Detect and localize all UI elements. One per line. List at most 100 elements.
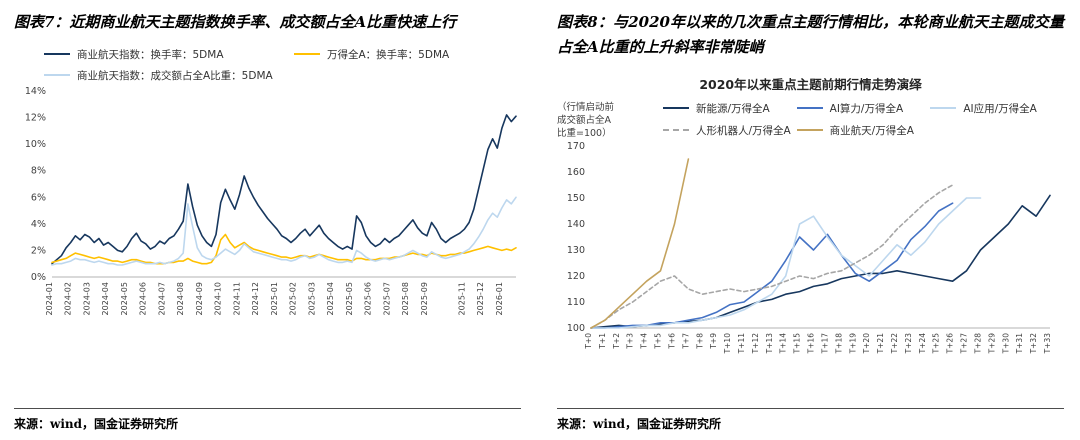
legend-line-swatch bbox=[663, 107, 689, 109]
legend-item-3: AI应用/万得全A bbox=[930, 101, 1064, 116]
svg-text:T+14: T+14 bbox=[779, 333, 788, 355]
legend-label: 新能源/万得全A bbox=[696, 102, 770, 115]
svg-text:T+10: T+10 bbox=[723, 333, 732, 355]
svg-text:T+19: T+19 bbox=[848, 333, 857, 355]
figure7-chart: 0% 2% 4% 6% 8% 10% 12% 14% 2024-01 2024-02 2024-03… bbox=[25, 86, 517, 315]
legend-item-5: 商业航天/万得全A bbox=[796, 123, 931, 138]
svg-text:2024-04: 2024-04 bbox=[101, 282, 110, 315]
svg-text:T+6: T+6 bbox=[667, 333, 676, 350]
figure7-heading: 图表7：近期商业航天主题指数换手率、成交额占全A比重快速上行 bbox=[14, 13, 457, 31]
svg-text:T+11: T+11 bbox=[737, 333, 746, 355]
figure8-legend-wrap: （行情启动前 成交额占全A 比重=100） 新能源/万得全A AI算力/万得全A A… bbox=[557, 101, 1064, 141]
svg-text:T+12: T+12 bbox=[751, 333, 760, 355]
svg-text:2024-11: 2024-11 bbox=[232, 282, 241, 315]
figure8-source: 来源：wind，国金证券研究所 bbox=[557, 408, 1064, 432]
figure8-heading: 图表8：与2020年以来的几次重点主题行情相比，本轮商业航天主题成交量占全A比重… bbox=[557, 13, 1064, 56]
svg-text:T+13: T+13 bbox=[765, 333, 774, 355]
svg-text:2024-09: 2024-09 bbox=[195, 282, 204, 315]
svg-text:6%: 6% bbox=[31, 192, 46, 203]
svg-text:2025-03: 2025-03 bbox=[307, 282, 316, 315]
legend-label: 商业航天/万得全A bbox=[829, 124, 914, 137]
legend-item-3: 商业航天指数：成交额占全A比重：5DMA bbox=[44, 68, 294, 83]
svg-text:8%: 8% bbox=[31, 165, 46, 176]
legend-item-2: AI算力/万得全A bbox=[796, 101, 931, 116]
legend-label: 万得全A：换手率：5DMA bbox=[327, 48, 450, 61]
svg-text:T+8: T+8 bbox=[695, 333, 704, 350]
svg-text:T+17: T+17 bbox=[820, 333, 829, 355]
legend-item-1: 新能源/万得全A bbox=[663, 101, 797, 116]
svg-text:T+30: T+30 bbox=[1001, 333, 1010, 355]
svg-text:130: 130 bbox=[567, 245, 585, 256]
svg-text:2025-08: 2025-08 bbox=[401, 282, 410, 315]
svg-text:100: 100 bbox=[567, 323, 585, 334]
svg-text:0%: 0% bbox=[31, 272, 46, 283]
svg-text:2025-07: 2025-07 bbox=[382, 282, 391, 315]
figure8-chart: 100 110 120 130 140 150 160 170 T+0 T+1 T+2 T+3 T+4 T… bbox=[567, 141, 1052, 355]
svg-text:2024-06: 2024-06 bbox=[139, 282, 148, 315]
svg-text:2025-11: 2025-11 bbox=[457, 282, 466, 315]
legend-label: 商业航天指数：成交额占全A比重：5DMA bbox=[77, 69, 273, 82]
svg-text:2025-01: 2025-01 bbox=[270, 282, 279, 315]
svg-text:2025-09: 2025-09 bbox=[420, 282, 429, 315]
figure8-column: 图表8：与2020年以来的几次重点主题行情相比，本轮商业航天主题成交量占全A比重… bbox=[557, 10, 1064, 432]
figure7-legend: 商业航天指数：换手率：5DMA 万得全A：换手率：5DMA 商业航天指数：成交额占全… bbox=[44, 47, 521, 83]
svg-text:2024-10: 2024-10 bbox=[214, 282, 223, 315]
svg-text:170: 170 bbox=[567, 141, 585, 152]
svg-text:T+24: T+24 bbox=[918, 333, 927, 355]
svg-text:T+2: T+2 bbox=[612, 333, 621, 350]
svg-text:2025-06: 2025-06 bbox=[364, 282, 373, 315]
legend-label: 商业航天指数：换手率：5DMA bbox=[77, 48, 224, 61]
svg-text:T+28: T+28 bbox=[973, 333, 982, 355]
svg-text:T+4: T+4 bbox=[640, 333, 649, 350]
svg-text:2025-02: 2025-02 bbox=[289, 282, 298, 315]
svg-text:2025-04: 2025-04 bbox=[326, 282, 335, 315]
svg-text:T+31: T+31 bbox=[1015, 333, 1024, 355]
legend-line-swatch bbox=[930, 107, 957, 109]
svg-text:2025-12: 2025-12 bbox=[476, 282, 485, 315]
svg-text:2025-05: 2025-05 bbox=[345, 282, 354, 315]
legend-line-swatch bbox=[294, 53, 320, 56]
svg-text:4%: 4% bbox=[31, 219, 46, 230]
svg-text:T+29: T+29 bbox=[987, 333, 996, 355]
svg-text:T+18: T+18 bbox=[834, 333, 843, 355]
svg-text:T+5: T+5 bbox=[654, 333, 663, 350]
svg-text:2024-01: 2024-01 bbox=[45, 282, 54, 315]
legend-label: AI算力/万得全A bbox=[829, 102, 904, 115]
svg-text:T+3: T+3 bbox=[626, 333, 635, 350]
svg-text:2024-07: 2024-07 bbox=[157, 282, 166, 315]
svg-text:T+9: T+9 bbox=[709, 333, 718, 350]
figure7-source: 来源：wind，国金证券研究所 bbox=[14, 408, 521, 432]
svg-text:2024-05: 2024-05 bbox=[120, 282, 129, 315]
svg-text:T+15: T+15 bbox=[793, 333, 802, 355]
figure8-legend: 新能源/万得全A AI算力/万得全A AI应用/万得全A 人形机器人/万得全A 商业航天… bbox=[663, 101, 1064, 138]
svg-text:10%: 10% bbox=[25, 139, 46, 150]
svg-text:14%: 14% bbox=[25, 86, 46, 97]
svg-text:T+23: T+23 bbox=[904, 333, 913, 355]
svg-text:T+1: T+1 bbox=[598, 333, 607, 350]
legend-item-4: 人形机器人/万得全A bbox=[663, 123, 797, 138]
svg-text:2024-03: 2024-03 bbox=[82, 282, 91, 315]
svg-text:12%: 12% bbox=[25, 112, 46, 123]
legend-item-2: 万得全A：换手率：5DMA bbox=[294, 47, 521, 62]
svg-text:T+20: T+20 bbox=[862, 333, 871, 355]
svg-text:2%: 2% bbox=[31, 245, 46, 256]
svg-text:T+22: T+22 bbox=[890, 333, 899, 355]
figure8-axis-note: （行情启动前 成交额占全A 比重=100） bbox=[557, 101, 615, 140]
svg-text:110: 110 bbox=[567, 297, 585, 308]
legend-line-swatch bbox=[796, 107, 823, 109]
svg-text:T+16: T+16 bbox=[807, 333, 816, 355]
svg-text:T+27: T+27 bbox=[960, 333, 969, 355]
svg-text:T+32: T+32 bbox=[1029, 333, 1038, 355]
svg-text:120: 120 bbox=[567, 271, 585, 282]
legend-line-swatch bbox=[796, 129, 823, 131]
legend-label: AI应用/万得全A bbox=[963, 102, 1037, 115]
svg-text:2024-08: 2024-08 bbox=[176, 282, 185, 315]
legend-line-swatch bbox=[663, 129, 689, 131]
figure8-chart-title: 2020年以来重点主题前期行情走势演绎 bbox=[699, 76, 922, 92]
svg-text:T+21: T+21 bbox=[876, 333, 885, 355]
svg-text:2024-12: 2024-12 bbox=[251, 282, 260, 315]
svg-text:T+0: T+0 bbox=[584, 333, 593, 350]
svg-text:140: 140 bbox=[567, 219, 585, 230]
legend-line-swatch bbox=[44, 53, 70, 56]
